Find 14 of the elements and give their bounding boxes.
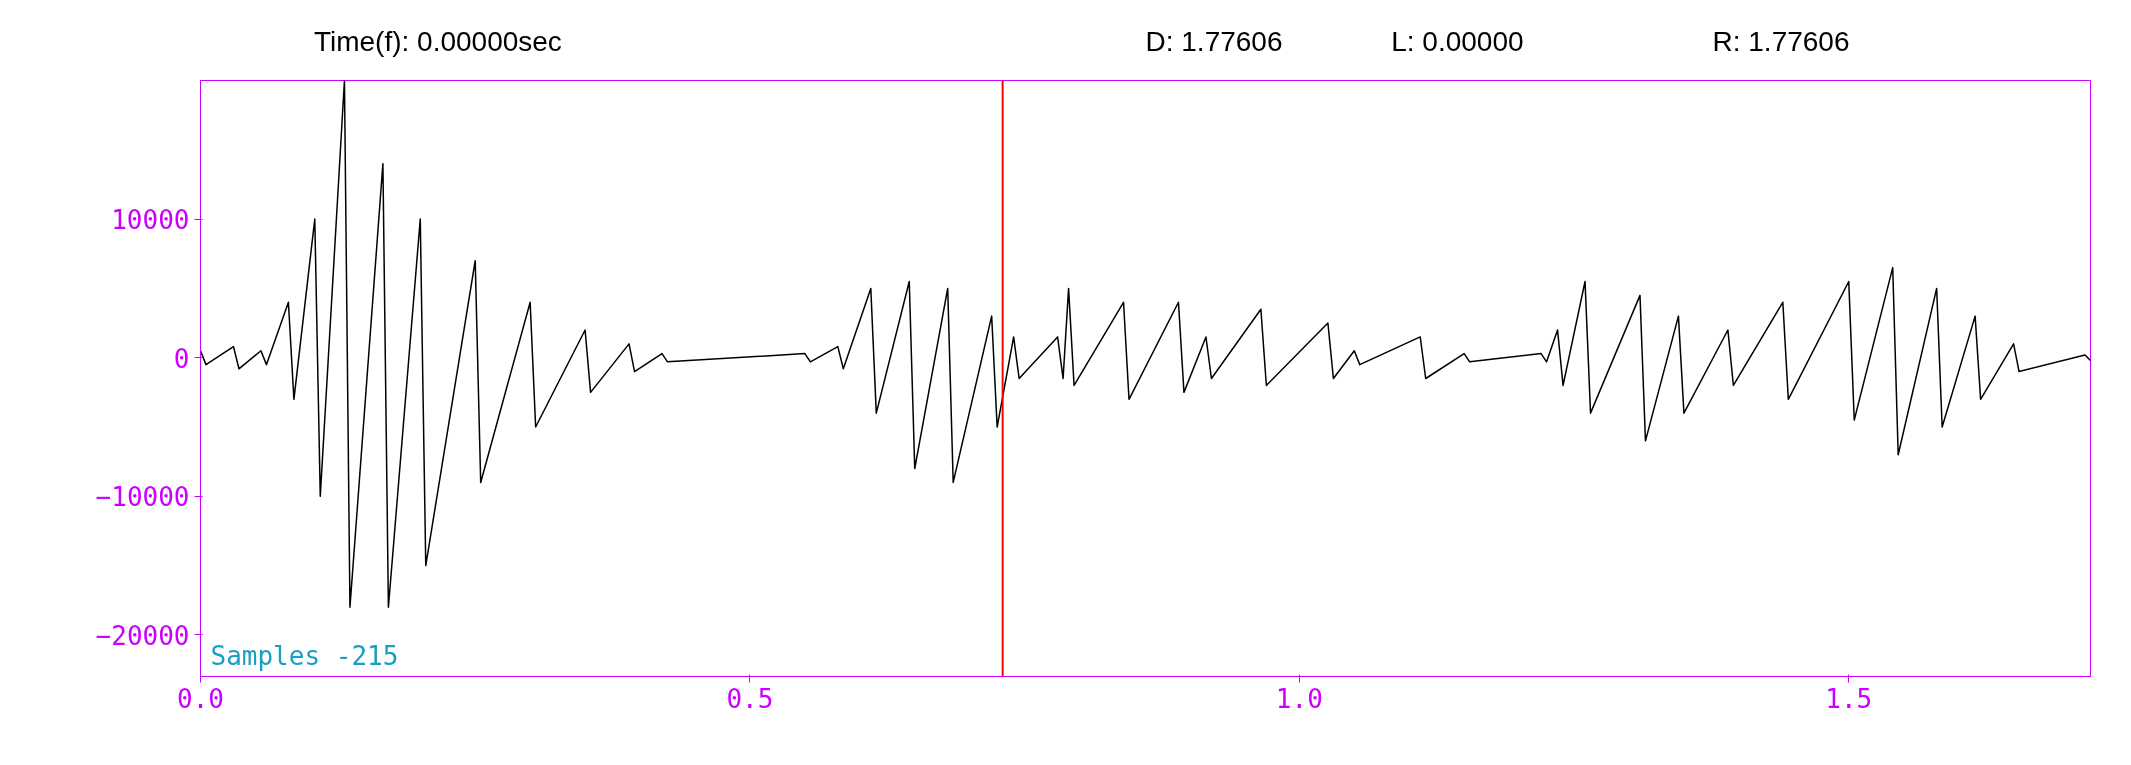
y-tick-label: 10000 (111, 205, 190, 236)
x-tick-label: 1.0 (1275, 683, 1323, 714)
y-tick-label: −20000 (95, 620, 190, 651)
annotation: Samples -215 (210, 640, 399, 671)
line-series (200, 80, 2091, 608)
text: D: 1.77606 (1145, 26, 1283, 57)
x-tick-label: 0.0 (177, 683, 224, 714)
x-tick-label: 0.5 (726, 683, 774, 714)
text: L: 0.00000 (1391, 26, 1524, 57)
y-tick-label: 0 (173, 343, 190, 374)
text: Time(f): 0.00000sec (313, 26, 562, 57)
text: R: 1.77606 (1712, 26, 1850, 57)
x-tick-label: 1.5 (1825, 683, 1873, 714)
y-tick-label: −10000 (95, 482, 190, 513)
